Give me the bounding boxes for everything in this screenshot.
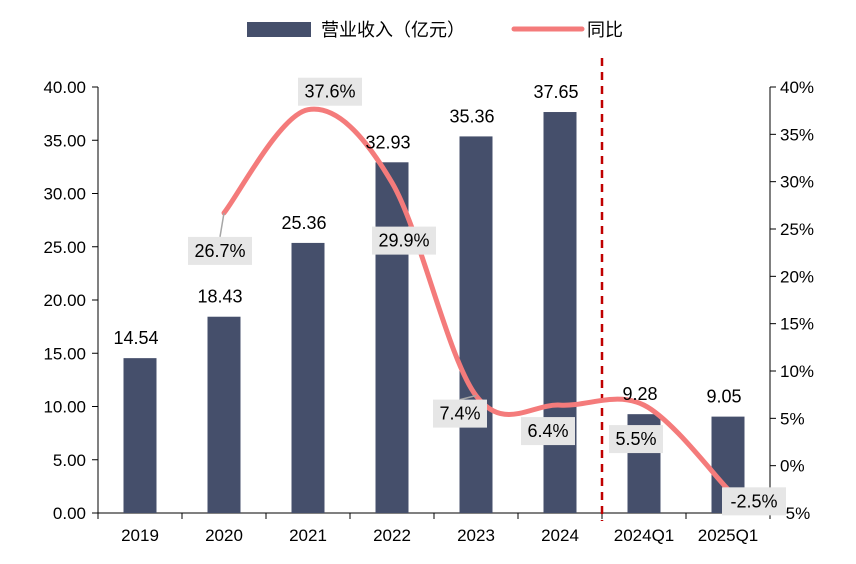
yoy-label: 37.6% — [304, 82, 355, 102]
data-labels: 14.54 18.43 25.36 32.93 35.36 37.65 9.28 9.05 26… — [113, 77, 786, 516]
bars — [123, 58, 745, 521]
bar-value-label: 37.65 — [533, 82, 578, 102]
y-left-tick-label: 40.00 — [43, 78, 86, 97]
y-left-tick-label: 20.00 — [43, 291, 86, 310]
bar-value-label: 35.36 — [449, 106, 494, 126]
yoy-label: 29.9% — [378, 231, 429, 251]
yoy-label: 26.7% — [194, 241, 245, 261]
yoy-label: 5.5% — [615, 429, 656, 449]
bar — [207, 316, 241, 513]
yoy-label-box — [298, 77, 362, 106]
legend: 营业收入（亿元） 同比 — [247, 20, 623, 41]
y-right-tick-label: 15% — [780, 315, 814, 334]
y-right-tick-label: 5% — [780, 409, 805, 428]
bar — [375, 162, 409, 513]
yoy-label-box — [433, 399, 487, 428]
y-left-tick-label: 35.00 — [43, 131, 86, 150]
bar-value-label: 18.43 — [197, 287, 242, 307]
axes: 0.00 5.00 10.00 15.00 20.00 25.00 30.00 35.00 40… — [43, 78, 814, 545]
yoy-leader-line — [219, 212, 225, 238]
yoy-label-box — [722, 487, 786, 516]
yoy-line-group — [221, 106, 731, 492]
x-tick-label: 2025Q1 — [698, 526, 759, 545]
legend-swatch-revenue — [247, 22, 311, 37]
y-right-tick-label: 30% — [780, 173, 814, 192]
bar-value-label: 14.54 — [113, 328, 158, 348]
x-tick-label: 2024Q1 — [614, 526, 675, 545]
yoy-label: 7.4% — [439, 404, 480, 424]
y-right-tick-label: 10% — [780, 362, 814, 381]
bar-value-label: 9.28 — [622, 384, 657, 404]
yoy-label-box — [188, 236, 252, 265]
yoy-label: -2.5% — [730, 491, 777, 511]
y-right-tick-label: 25% — [780, 220, 814, 239]
x-tick-label: 2022 — [373, 526, 411, 545]
bar — [459, 136, 493, 513]
yoy-label-box — [521, 417, 575, 446]
bar — [291, 242, 325, 513]
y-left-tick-label: 10.00 — [43, 398, 86, 417]
x-tick-label: 2019 — [121, 526, 159, 545]
bar — [123, 358, 157, 513]
y-right-tick-label: 20% — [780, 267, 814, 286]
y-left-tick-label: 15.00 — [43, 344, 86, 363]
bar-value-label: 32.93 — [365, 132, 410, 152]
yoy-line — [221, 106, 731, 492]
yoy-label: 6.4% — [527, 421, 568, 441]
bar — [543, 112, 577, 513]
yoy-leader-line — [459, 394, 477, 401]
bar-value-label: 25.36 — [281, 213, 326, 233]
y-left-tick-label: 0.00 — [53, 504, 86, 523]
x-tick-label: 2024 — [541, 526, 579, 545]
legend-label-yoy: 同比 — [587, 20, 623, 41]
y-right-tick-label: 0% — [780, 457, 805, 476]
y-right-tick-label: -5% — [780, 504, 810, 523]
y-left-tick-label: 25.00 — [43, 238, 86, 257]
x-tick-label: 2020 — [205, 526, 243, 545]
legend-label-revenue: 营业收入（亿元） — [321, 20, 465, 41]
y-left-tick-label: 5.00 — [53, 451, 86, 470]
y-right-tick-label: 35% — [780, 125, 814, 144]
yoy-label-box — [372, 226, 436, 255]
bar-value-label: 9.05 — [706, 387, 741, 407]
yoy-label-box — [609, 425, 663, 454]
y-left-tick-label: 30.00 — [43, 185, 86, 204]
x-tick-label: 2021 — [289, 526, 327, 545]
y-right-tick-label: 40% — [780, 78, 814, 97]
x-tick-label: 2023 — [457, 526, 495, 545]
